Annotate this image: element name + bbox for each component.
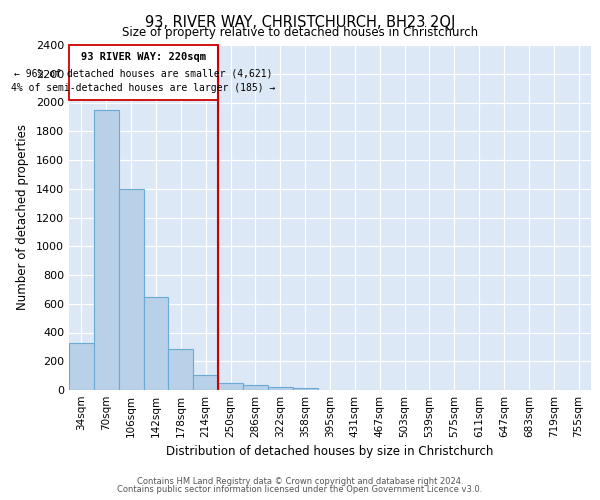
Bar xyxy=(69,45,218,100)
Bar xyxy=(143,296,169,390)
Text: Contains public sector information licensed under the Open Government Licence v3: Contains public sector information licen… xyxy=(118,484,482,494)
Bar xyxy=(169,349,193,390)
Text: 4% of semi-detached houses are larger (185) →: 4% of semi-detached houses are larger (1… xyxy=(11,83,276,93)
X-axis label: Distribution of detached houses by size in Christchurch: Distribution of detached houses by size … xyxy=(166,446,494,458)
Text: Size of property relative to detached houses in Christchurch: Size of property relative to detached ho… xyxy=(122,26,478,39)
Text: ← 96% of detached houses are smaller (4,621): ← 96% of detached houses are smaller (4,… xyxy=(14,68,273,78)
Bar xyxy=(69,344,94,390)
Bar xyxy=(268,387,293,390)
Text: 93 RIVER WAY: 220sqm: 93 RIVER WAY: 220sqm xyxy=(81,52,206,62)
Bar xyxy=(293,388,317,390)
Text: Contains HM Land Registry data © Crown copyright and database right 2024.: Contains HM Land Registry data © Crown c… xyxy=(137,477,463,486)
Y-axis label: Number of detached properties: Number of detached properties xyxy=(16,124,29,310)
Bar xyxy=(193,375,218,390)
Bar xyxy=(94,110,119,390)
Bar xyxy=(243,385,268,390)
Text: 93, RIVER WAY, CHRISTCHURCH, BH23 2QJ: 93, RIVER WAY, CHRISTCHURCH, BH23 2QJ xyxy=(145,15,455,30)
Bar xyxy=(218,383,243,390)
Bar xyxy=(119,188,143,390)
